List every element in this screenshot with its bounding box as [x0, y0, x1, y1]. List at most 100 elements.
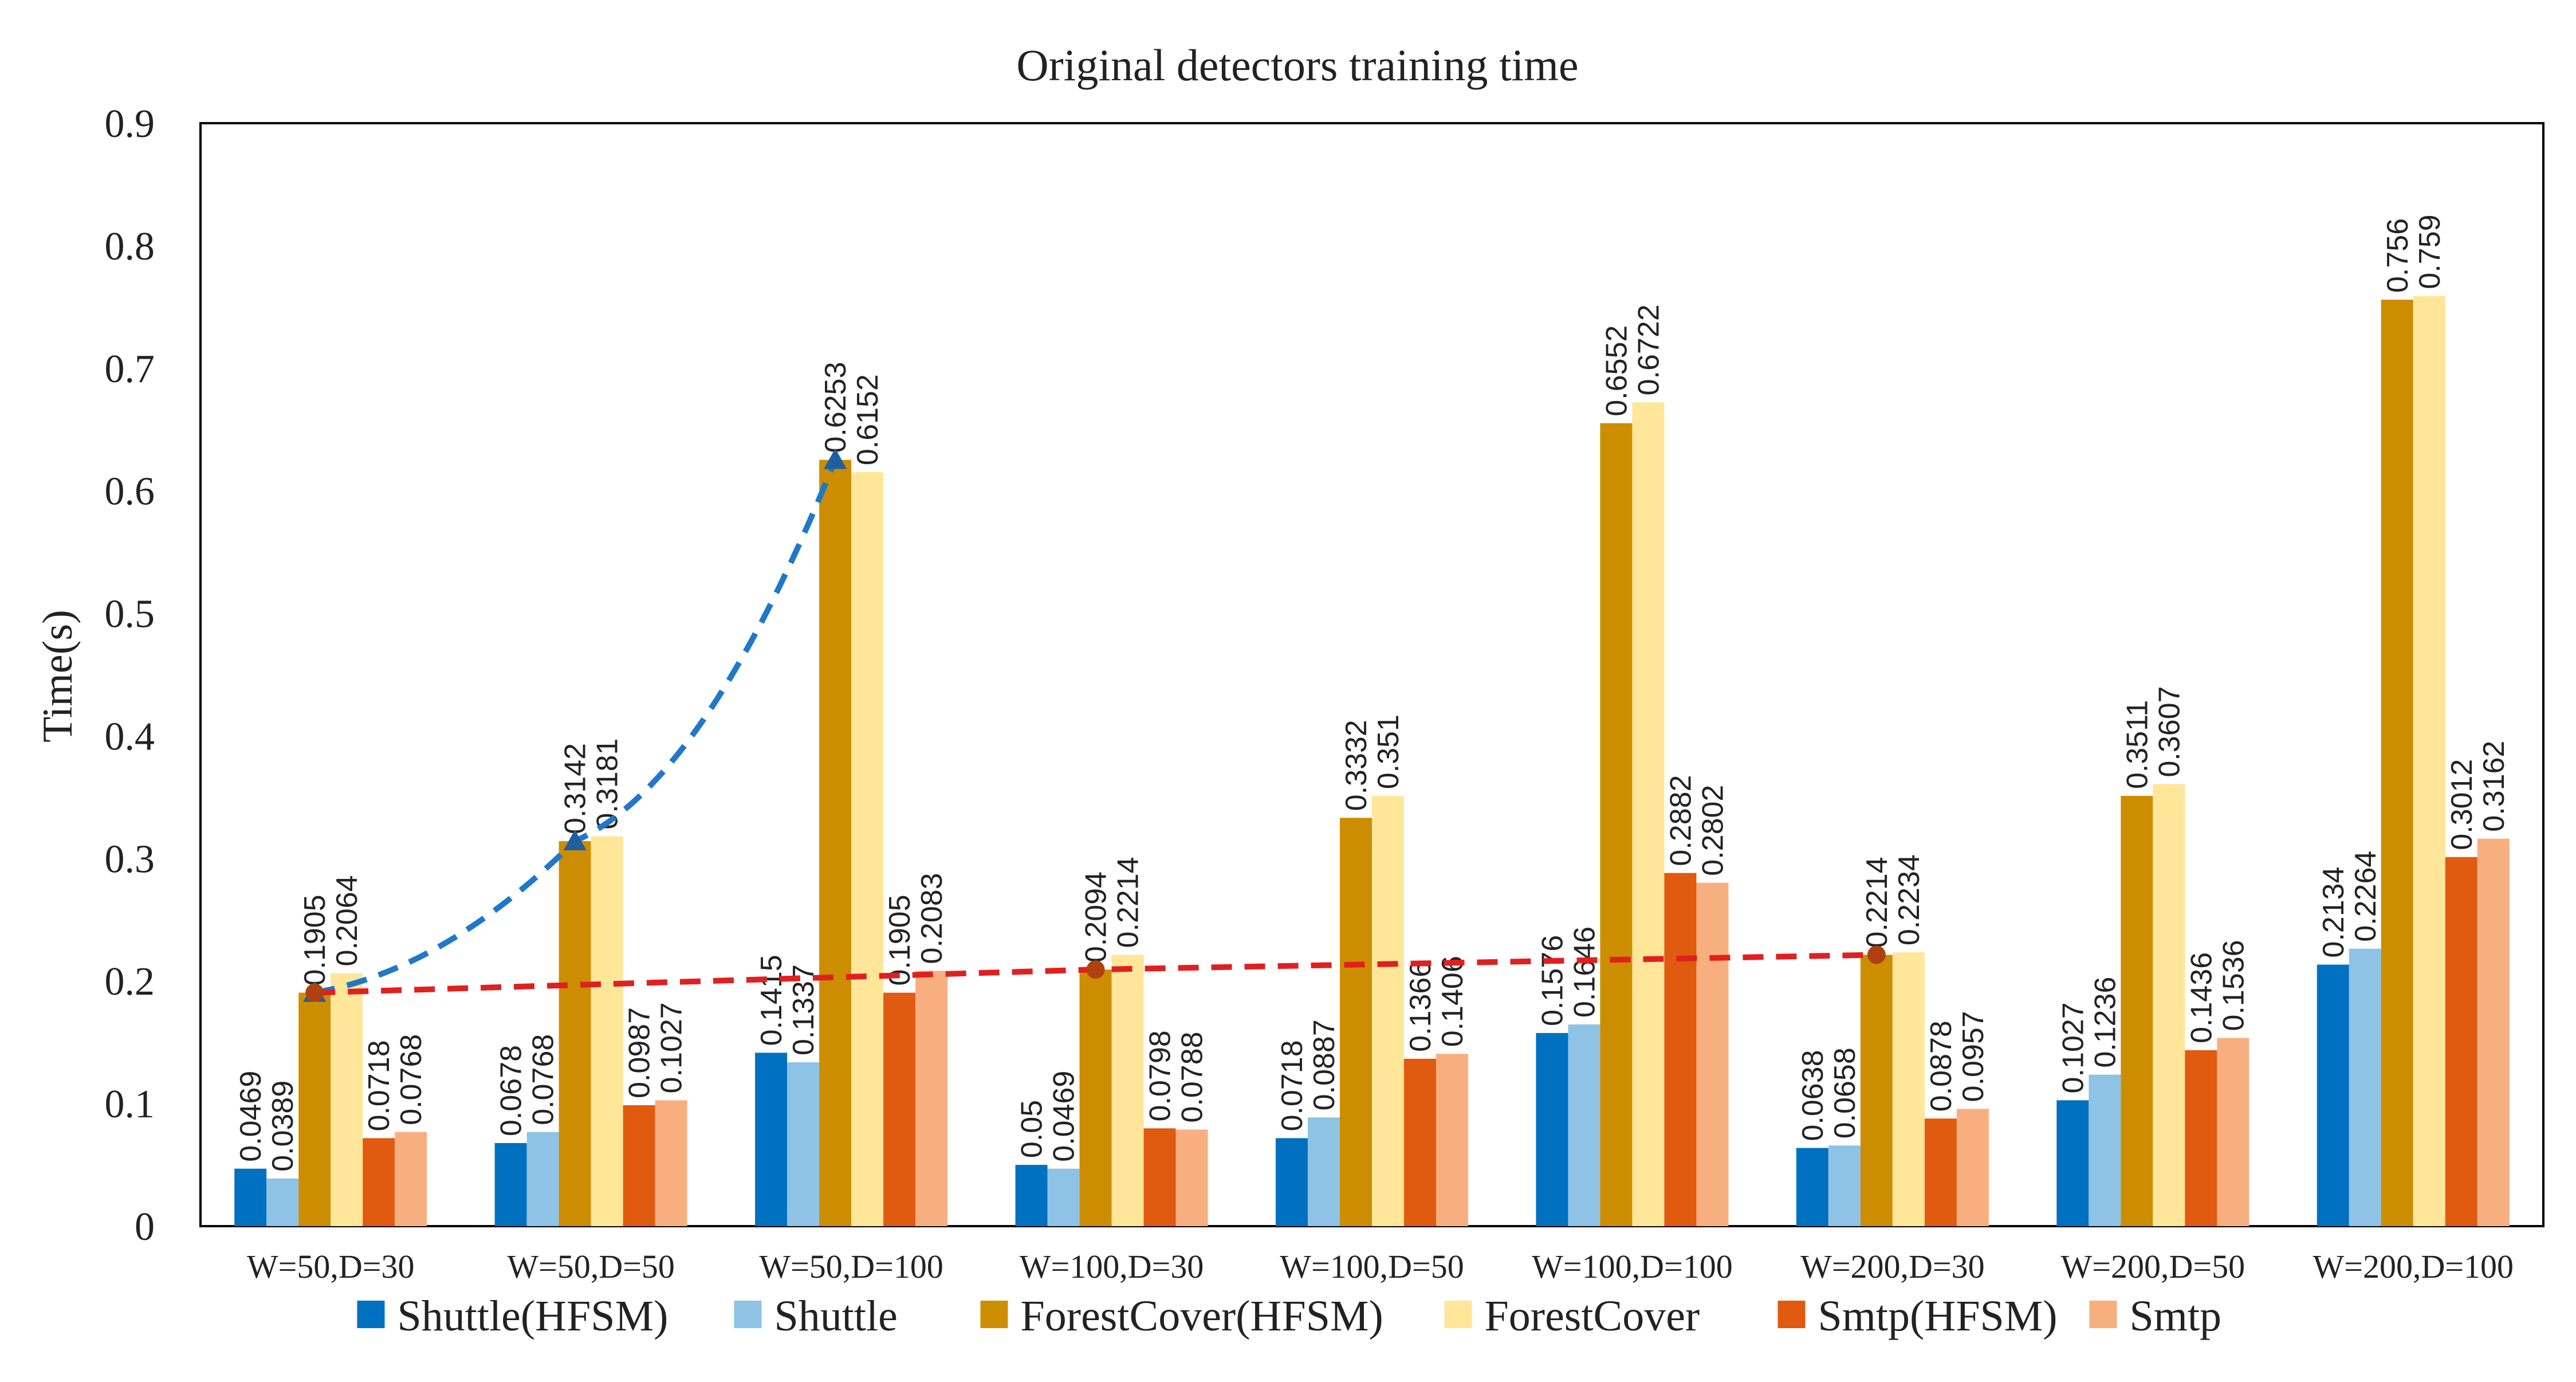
- bar: [1600, 423, 1633, 1226]
- legend-item: ForestCover: [1444, 1292, 1700, 1340]
- bar: [526, 1132, 559, 1226]
- bar: [2413, 296, 2445, 1227]
- bar: [1047, 1168, 1080, 1226]
- bar: [1632, 402, 1665, 1226]
- bar: [1664, 873, 1697, 1226]
- legend-item: Smtp: [2089, 1292, 2222, 1340]
- data-label: 0.1576: [1536, 935, 1569, 1026]
- y-tick-label: 0.8: [105, 225, 155, 269]
- y-tick-label: 0.3: [105, 837, 155, 881]
- bar: [1404, 1058, 1436, 1226]
- data-label: 0.1536: [2217, 940, 2250, 1031]
- legend-swatch: [1444, 1301, 1472, 1328]
- data-label: 0.1646: [1568, 926, 1601, 1018]
- data-label: 0.1905: [298, 894, 332, 986]
- bar: [915, 971, 948, 1226]
- y-tick-label: 0.5: [105, 592, 155, 637]
- data-label: 0.05: [1016, 1100, 1049, 1158]
- bar: [1796, 1148, 1828, 1226]
- bar: [1079, 969, 1112, 1226]
- bar-series-group: [234, 296, 2510, 1227]
- legend-swatch: [734, 1301, 762, 1328]
- legend-label: Smtp(HFSM): [1818, 1292, 2058, 1340]
- x-tick-label: W=200,D=30: [1800, 1248, 1985, 1285]
- data-label: 0.351: [1372, 714, 1405, 789]
- legend-label: Shuttle: [774, 1292, 898, 1340]
- bar: [1175, 1129, 1208, 1226]
- bar: [395, 1132, 427, 1226]
- legend-item: ForestCover(HFSM): [980, 1292, 1383, 1340]
- bar: [2317, 964, 2349, 1226]
- trend-annotations: [303, 448, 1886, 1002]
- bar: [1860, 955, 1893, 1226]
- data-label: 0.2882: [1664, 775, 1697, 866]
- data-label: 0.2214: [1861, 857, 1894, 948]
- data-label: 0.2214: [1112, 857, 1145, 948]
- x-axis-ticks: W=50,D=30 W=50,D=50 W=50,D=100 W=100,D=30 W=…: [247, 1248, 2514, 1285]
- bar: [851, 472, 884, 1227]
- bar: [623, 1105, 655, 1226]
- trend-marker: [1086, 960, 1105, 979]
- data-label: 0.1366: [1404, 961, 1437, 1052]
- data-label: 0.3332: [1340, 720, 1373, 811]
- data-label: 0.0469: [1048, 1071, 1081, 1162]
- bar: [298, 992, 331, 1226]
- bar: [1308, 1117, 1340, 1226]
- data-label: 0.0469: [234, 1071, 268, 1162]
- x-tick-label: W=50,D=50: [507, 1248, 675, 1285]
- x-tick-label: W=50,D=30: [247, 1248, 415, 1285]
- bar: [559, 841, 591, 1226]
- legend-item: Shuttle(HFSM): [357, 1292, 668, 1340]
- bar: [1143, 1128, 1176, 1226]
- bar: [2217, 1038, 2249, 1226]
- chart-title: Original detectors training time: [1016, 40, 1578, 90]
- data-label: 0.6152: [851, 374, 884, 465]
- data-label: 0.0678: [495, 1045, 528, 1136]
- bar: [2445, 857, 2477, 1226]
- bar: [1111, 955, 1144, 1226]
- bar: [2121, 796, 2153, 1226]
- data-label: 0.0658: [1828, 1047, 1862, 1138]
- data-label: 0.0638: [1796, 1050, 1830, 1141]
- data-label: 0.3511: [2121, 700, 2154, 789]
- x-tick-label: W=50,D=100: [759, 1248, 943, 1285]
- data-label: 0.3162: [2477, 741, 2511, 832]
- legend: Shuttle(HFSM) Shuttle ForestCover(HFSM) For…: [357, 1292, 2222, 1340]
- y-tick-label: 0.6: [105, 470, 155, 514]
- bar: [1372, 796, 1404, 1226]
- data-label: 0.2083: [915, 873, 949, 964]
- data-label: 0.3012: [2445, 759, 2479, 850]
- data-label: 0.0887: [1308, 1019, 1341, 1110]
- trend-marker: [305, 983, 324, 1002]
- data-labels-group: 0.0469 0.0678 0.1415 0.05 0.0718 0.1576 0.0638…: [234, 214, 2511, 1171]
- data-label: 0.0768: [395, 1034, 428, 1125]
- bar: [2381, 300, 2413, 1226]
- trend-marker: [563, 829, 587, 850]
- bar: [1924, 1118, 1957, 1226]
- bar: [2056, 1100, 2089, 1226]
- y-tick-label: 0.1: [105, 1082, 155, 1126]
- data-label: 0.1436: [2185, 952, 2218, 1043]
- data-label: 0.2064: [331, 875, 364, 966]
- data-label: 0.0389: [266, 1081, 300, 1172]
- trend-marker: [1867, 945, 1886, 964]
- data-label: 0.0878: [1925, 1020, 1958, 1112]
- data-label: 0.6552: [1600, 325, 1633, 417]
- data-label: 0.0768: [527, 1034, 560, 1125]
- bar: [1015, 1165, 1048, 1226]
- bar: [2349, 948, 2381, 1226]
- data-label: 0.0718: [1276, 1040, 1309, 1131]
- bar: [655, 1100, 687, 1226]
- x-tick-label: W=100,D=100: [1532, 1248, 1733, 1285]
- y-tick-label: 0.7: [105, 347, 155, 391]
- data-label: 0.756: [2381, 218, 2414, 293]
- bar: [787, 1062, 820, 1226]
- bar: [494, 1142, 527, 1226]
- data-label: 0.1027: [2056, 1002, 2090, 1093]
- legend-swatch: [980, 1301, 1008, 1328]
- legend-label: Smtp: [2130, 1292, 2222, 1340]
- y-tick-label: 0: [135, 1205, 155, 1249]
- y-axis-label: Time(s): [34, 610, 81, 743]
- data-label: 0.6722: [1632, 304, 1665, 395]
